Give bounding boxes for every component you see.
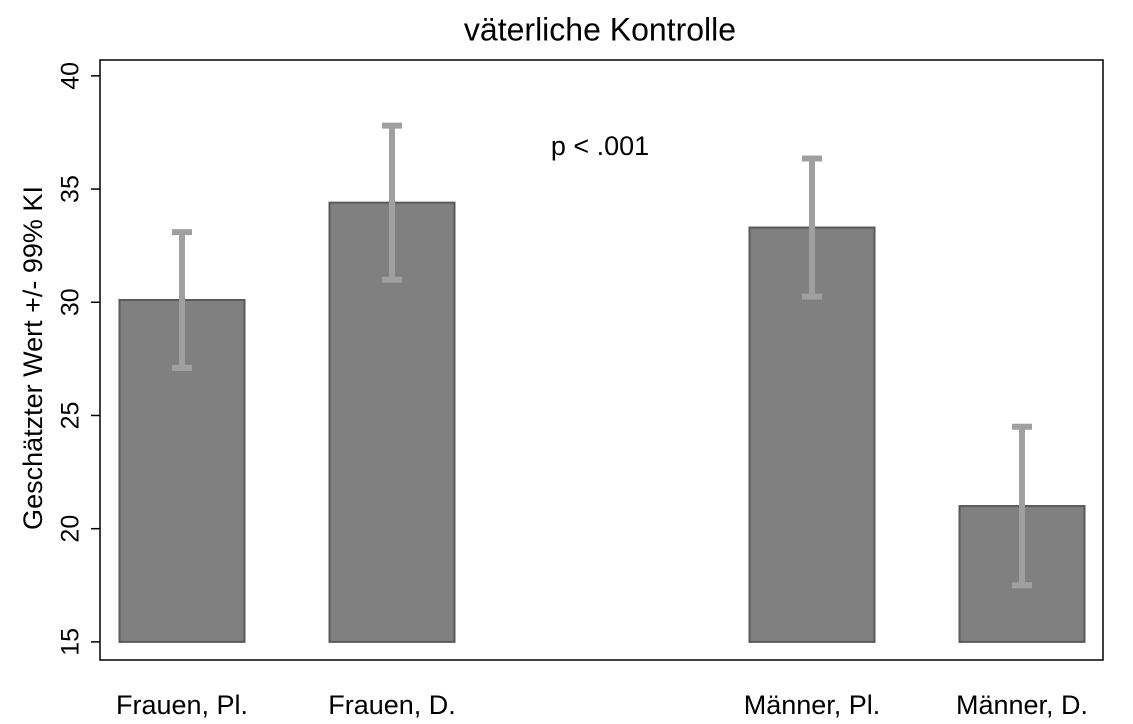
y-tick-label: 30: [57, 288, 85, 316]
annotation: p < .001: [551, 131, 649, 161]
x-tick-label: Frauen, D.: [328, 690, 456, 720]
y-tick-label: 20: [57, 515, 85, 543]
y-tick-label: 15: [57, 628, 85, 656]
chart-title: väterliche Kontrolle: [464, 11, 736, 47]
y-tick-label: 35: [57, 175, 85, 203]
y-tick-label: 40: [57, 62, 85, 90]
y-axis-label: Geschätzter Wert +/- 99% KI: [18, 186, 48, 530]
x-tick-label: Männer, D.: [956, 690, 1088, 720]
y-tick-label: 25: [57, 402, 85, 430]
plot-frame: [99, 59, 1104, 661]
x-tick-label: Männer, Pl.: [744, 690, 881, 720]
x-tick-label: Frauen, Pl.: [116, 690, 248, 720]
